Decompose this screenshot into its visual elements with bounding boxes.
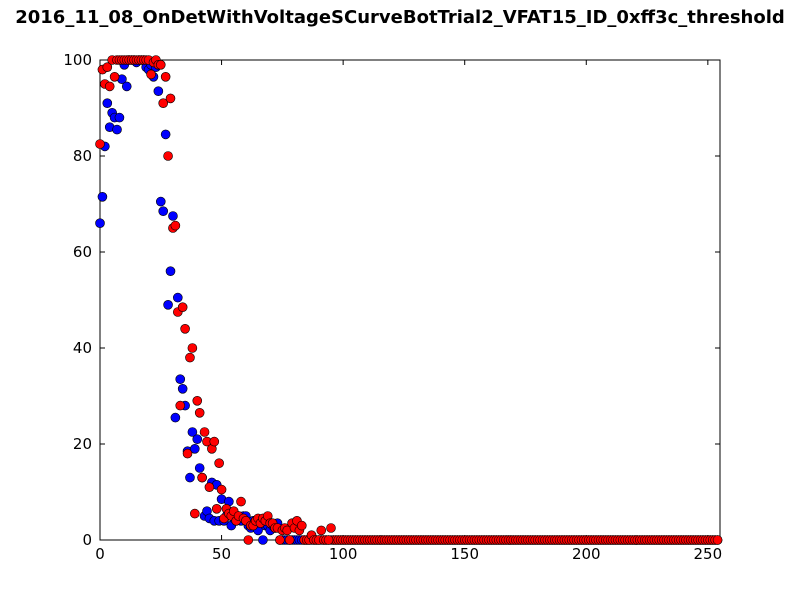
- data-point-blue: [190, 443, 200, 454]
- data-point-blue: [102, 98, 113, 108]
- axis-tick-labels: 0 50 100 150 200 250 0 20 40 60 80 100: [63, 51, 722, 563]
- x-tick-label: 100: [329, 545, 358, 563]
- data-point-red: [160, 72, 171, 82]
- data-point-blue: [114, 112, 125, 123]
- data-point-red: [146, 69, 156, 80]
- data-point-blue: [187, 427, 198, 437]
- x-tick-label: 200: [572, 545, 601, 563]
- data-point-red: [177, 302, 188, 313]
- data-point-blue: [155, 196, 166, 207]
- x-tick-label: 250: [694, 545, 723, 563]
- data-point-blue: [158, 206, 169, 216]
- data-point-red: [236, 496, 246, 507]
- data-point-blue: [175, 374, 186, 385]
- data-point-red: [175, 400, 186, 411]
- data-point-red: [323, 535, 334, 545]
- data-point-blue: [185, 472, 195, 483]
- data-point-red: [214, 458, 224, 469]
- data-point-red: [158, 98, 169, 108]
- data-point-red: [182, 448, 193, 459]
- data-point-blue: [163, 299, 173, 310]
- data-point-red: [180, 323, 190, 334]
- data-point-red: [326, 523, 336, 533]
- x-tick-label: 50: [212, 545, 231, 563]
- data-point-blue: [170, 412, 181, 423]
- data-point-red: [187, 343, 198, 353]
- data-point-red: [243, 535, 254, 545]
- data-point-blue: [95, 218, 105, 228]
- data-point-red: [163, 151, 173, 161]
- data-point-red: [197, 472, 207, 483]
- data-point-blue: [153, 86, 164, 96]
- data-point-red: [275, 535, 285, 545]
- y-tick-label: 20: [73, 435, 92, 453]
- data-point-red: [170, 220, 181, 231]
- data-point-red: [216, 484, 227, 495]
- data-point-red: [209, 436, 220, 447]
- data-point-red: [316, 525, 327, 536]
- y-tick-label: 60: [73, 243, 92, 261]
- data-point-red: [199, 427, 210, 437]
- data-point-blue: [165, 266, 176, 277]
- data-point-red: [284, 535, 295, 545]
- data-point-red: [192, 395, 203, 406]
- data-point-blue: [112, 124, 122, 135]
- chart-title: 2016_11_08_OnDetWithVoltageSCurveBotTria…: [15, 7, 785, 28]
- y-tick-label: 40: [73, 339, 92, 357]
- data-point-blue: [258, 535, 268, 545]
- data-point-red: [185, 352, 195, 363]
- data-point-blue: [194, 463, 205, 473]
- data-point-red: [712, 535, 723, 545]
- data-point-red: [194, 407, 205, 418]
- data-point-red: [155, 60, 166, 70]
- data-point-red: [297, 520, 307, 531]
- axis-ticks: [99, 59, 720, 541]
- data-point-blue: [168, 211, 178, 221]
- data-point-red: [109, 72, 120, 82]
- y-tick-label: 100: [63, 51, 92, 69]
- data-points: [95, 55, 723, 545]
- data-point-red: [104, 81, 115, 92]
- data-point-red: [165, 93, 176, 104]
- data-point-blue: [192, 434, 203, 445]
- plot-area: [99, 59, 721, 541]
- data-point-blue: [177, 383, 188, 394]
- data-point-blue: [173, 292, 183, 303]
- x-tick-label: 150: [450, 545, 479, 563]
- data-point-blue: [160, 129, 171, 140]
- data-point-blue: [121, 81, 132, 92]
- data-point-red: [211, 503, 222, 514]
- y-tick-label: 80: [73, 147, 92, 165]
- y-tick-label: 0: [82, 531, 92, 549]
- data-point-red: [204, 482, 215, 493]
- data-point-blue: [97, 192, 108, 202]
- data-point-red: [95, 139, 105, 149]
- x-tick-label: 0: [95, 545, 105, 563]
- data-point-red: [190, 508, 200, 519]
- axes-frame: [99, 59, 721, 541]
- data-point-red: [102, 62, 113, 72]
